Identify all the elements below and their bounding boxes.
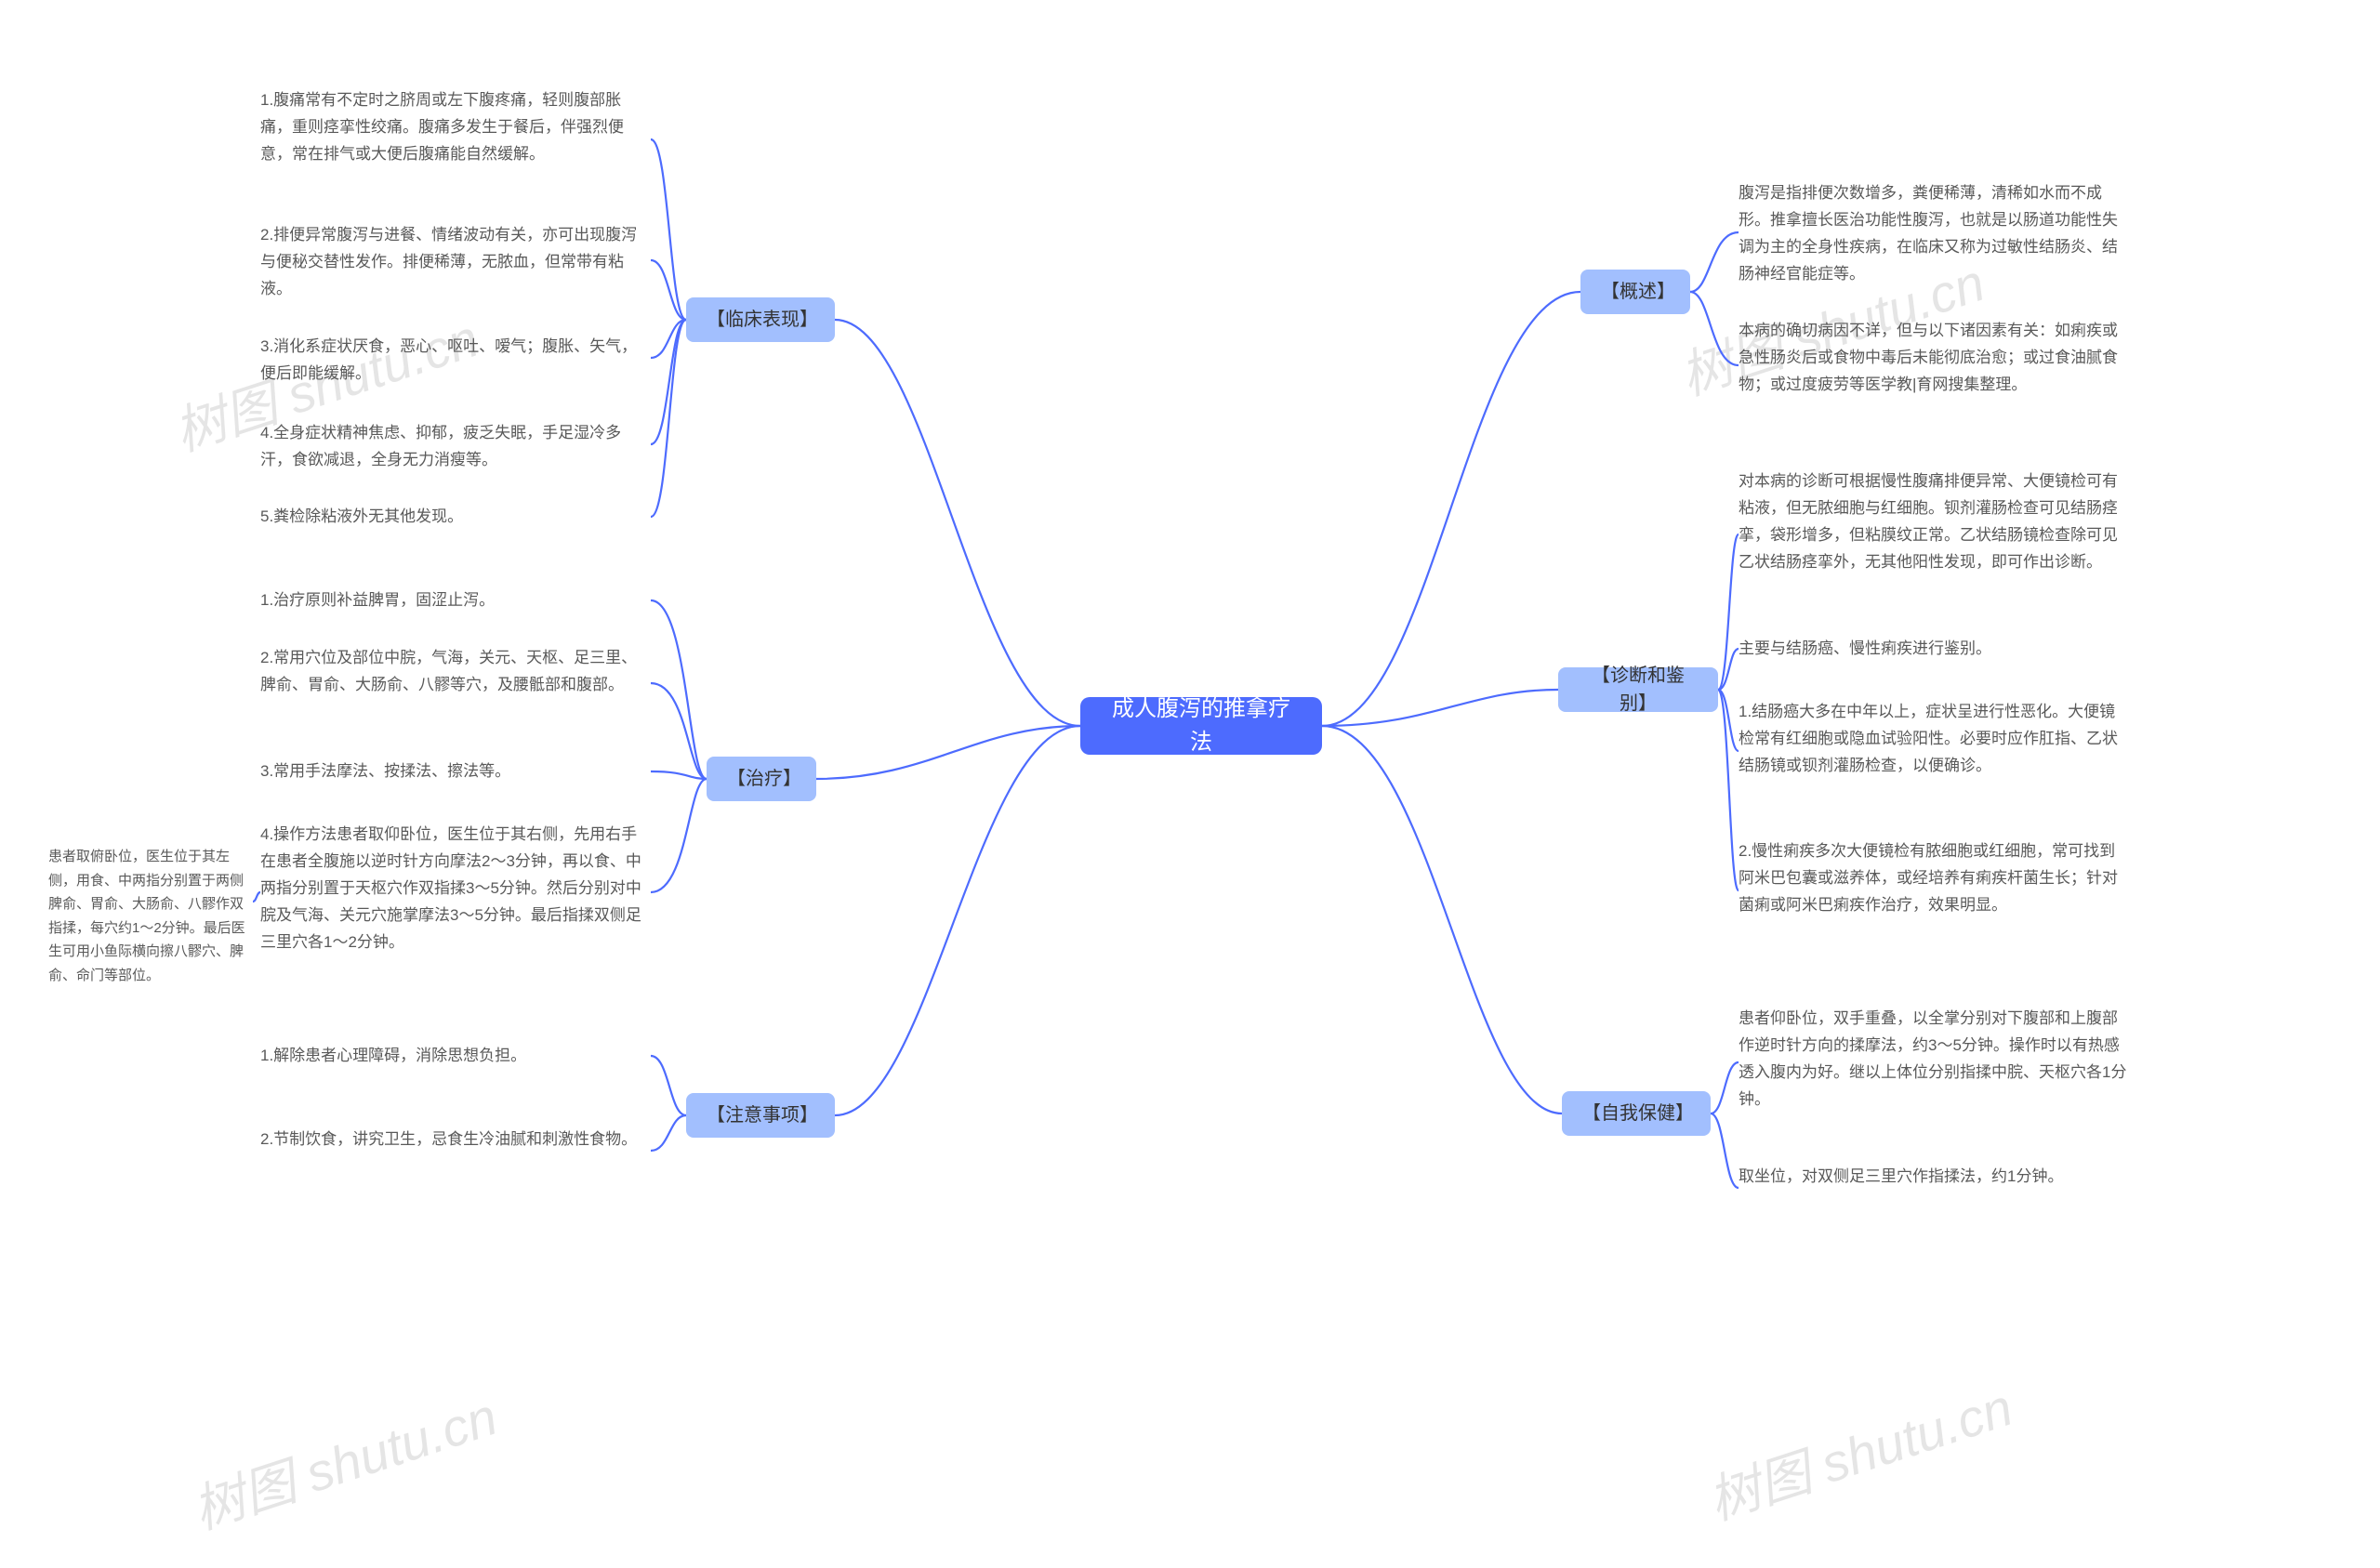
leaf-treatment-1: 1.治疗原则补益脾胃，固涩止泻。: [260, 584, 651, 618]
leaf-overview-1: 腹泻是指排便次数增多，粪便稀薄，清稀如水而不成形。推拿擅长医治功能性腹泻，也就是…: [1739, 177, 2129, 292]
leaf-clinical-3: 3.消化系症状厌食，恶心、呕吐、嗳气；腹胀、矢气，便后即能缓解。: [260, 330, 651, 391]
branch-caution[interactable]: 【注意事项】: [686, 1093, 835, 1138]
branch-treatment[interactable]: 【治疗】: [707, 757, 816, 801]
leaf-treatment-3: 3.常用手法摩法、按揉法、擦法等。: [260, 755, 651, 789]
mindmap-canvas: 树图 shutu.cn 树图 shutu.cn 树图 shutu.cn 树图 s…: [0, 0, 2380, 1568]
branch-overview[interactable]: 【概述】: [1580, 270, 1690, 314]
branch-selfcare[interactable]: 【自我保健】: [1562, 1091, 1711, 1136]
leaf-treatment-4: 4.操作方法患者取仰卧位，医生位于其右侧，先用右手在患者全腹施以逆时针方向摩法2…: [260, 818, 651, 959]
leaf-caution-1: 1.解除患者心理障碍，消除思想负担。: [260, 1039, 651, 1074]
leaf-diagnosis-3: 1.结肠癌大多在中年以上，症状呈进行性恶化。大便镜检常有红细胞或隐血试验阳性。必…: [1739, 695, 2129, 784]
branch-clinical[interactable]: 【临床表现】: [686, 297, 835, 342]
leaf-clinical-5: 5.粪检除粘液外无其他发现。: [260, 500, 651, 534]
branch-diagnosis[interactable]: 【诊断和鉴别】: [1558, 667, 1718, 712]
leaf-diagnosis-1: 对本病的诊断可根据慢性腹痛排便异常、大便镜检可有粘液，但无脓细胞与红细胞。钡剂灌…: [1739, 465, 2129, 580]
leaf-caution-2: 2.节制饮食，讲究卫生，忌食生冷油腻和刺激性食物。: [260, 1123, 651, 1157]
leaf-selfcare-1: 患者仰卧位，双手重叠，以全掌分别对下腹部和上腹部作逆时针方向的揉摩法，约3～5分…: [1739, 1002, 2129, 1117]
leaf-clinical-2: 2.排便异常腹泻与进餐、情绪波动有关，亦可出现腹泻与便秘交替性发作。排便稀薄，无…: [260, 218, 651, 307]
root-node[interactable]: 成人腹泻的推拿疗法: [1080, 697, 1322, 755]
leaf-treatment-4-extra: 患者取俯卧位，医生位于其左侧，用食、中两指分别置于两侧脾俞、胃俞、大肠俞、八髎作…: [48, 841, 253, 991]
leaf-overview-2: 本病的确切病因不详，但与以下诸因素有关：如痢疾或急性肠炎后或食物中毒后未能彻底治…: [1739, 314, 2129, 402]
leaf-diagnosis-4: 2.慢性痢疾多次大便镜检有脓细胞或红细胞，常可找到阿米巴包囊或滋养体，或经培养有…: [1739, 835, 2129, 923]
leaf-clinical-1: 1.腹痛常有不定时之脐周或左下腹疼痛，轻则腹部胀痛，重则痉挛性绞痛。腹痛多发生于…: [260, 84, 651, 172]
watermark: 树图 shutu.cn: [1698, 1366, 2021, 1535]
leaf-treatment-2: 2.常用穴位及部位中脘，气海，关元、天枢、足三里、脾俞、胃俞、大肠俞、八髎等穴，…: [260, 641, 651, 703]
leaf-selfcare-2: 取坐位，对双侧足三里穴作指揉法，约1分钟。: [1739, 1160, 2129, 1194]
watermark: 树图 shutu.cn: [182, 1376, 506, 1545]
leaf-diagnosis-2: 主要与结肠癌、慢性痢疾进行鉴别。: [1739, 632, 2129, 666]
leaf-clinical-4: 4.全身症状精神焦虑、抑郁，疲乏失眠，手足湿冷多汗，食欲减退，全身无力消瘦等。: [260, 416, 651, 478]
